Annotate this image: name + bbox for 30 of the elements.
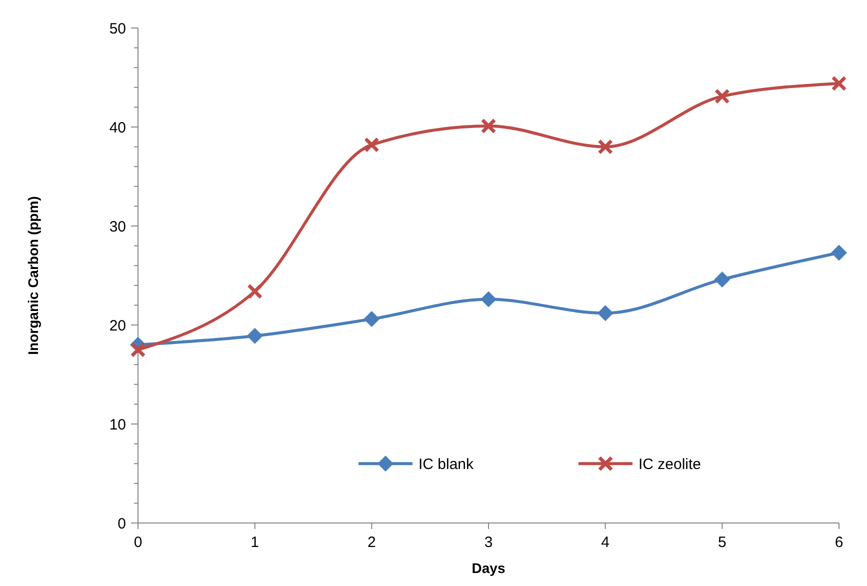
x-axis-title: Days: [472, 560, 506, 576]
point: [247, 284, 263, 300]
y-tick-label: 50: [109, 20, 126, 38]
x-tick-label: 1: [250, 534, 260, 551]
point: [714, 271, 730, 288]
point: [831, 76, 847, 92]
y-tick-label: 30: [109, 218, 126, 236]
legend-label: IC zeolite: [638, 456, 702, 473]
point: [364, 137, 380, 153]
point: [364, 311, 380, 328]
point: [480, 291, 496, 308]
y-tick-label: 20: [109, 317, 126, 334]
x-tick-label: 2: [367, 534, 376, 551]
point: [130, 342, 146, 358]
point: [246, 328, 263, 344]
legend-label: IC blank: [418, 456, 474, 473]
x-tick-label: 4: [601, 534, 610, 551]
point: [598, 139, 614, 155]
x-tick-label: 5: [718, 534, 726, 551]
point: [480, 118, 496, 134]
x-tick-label: 3: [484, 534, 493, 551]
y-tick-label: 40: [109, 119, 126, 136]
y-tick-label: 0: [118, 515, 126, 532]
point: [831, 244, 847, 261]
y-axis-title: Inorganic Carbon (ppm): [25, 196, 41, 355]
point: [714, 88, 730, 104]
y-tick-label: 10: [109, 416, 126, 434]
x-tick-label: 6: [834, 534, 844, 551]
x-tick-label: 0: [134, 534, 142, 551]
point: [597, 305, 614, 322]
